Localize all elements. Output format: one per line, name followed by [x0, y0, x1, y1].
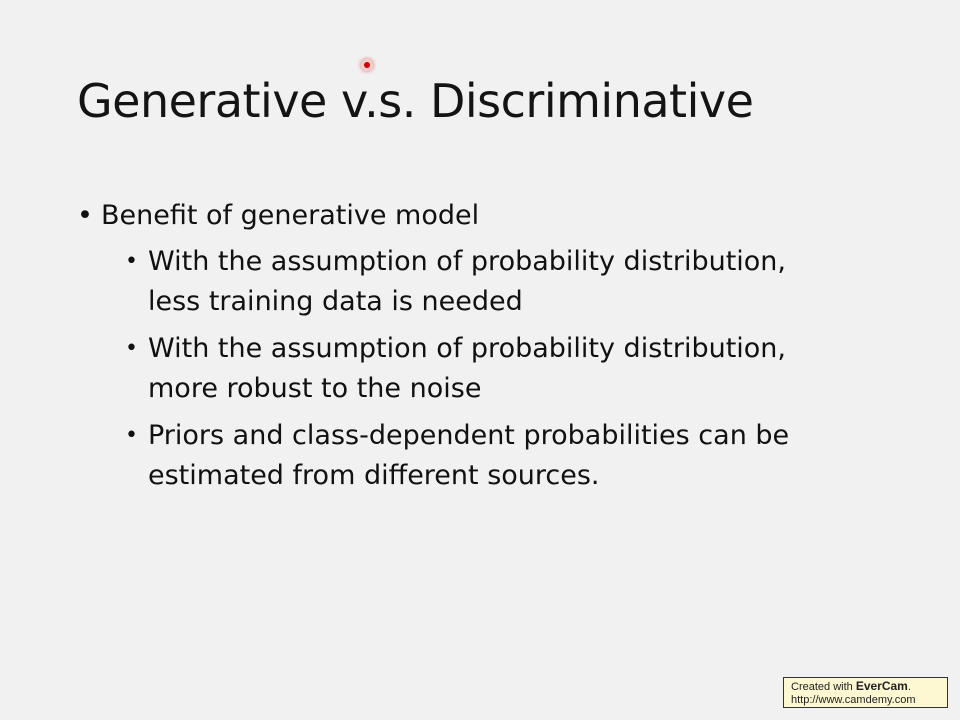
sub-bullet-line: less training data is needed — [148, 286, 523, 317]
sub-bullet-line: With the assumption of probability distr… — [148, 246, 787, 277]
sub-bullet-line: more robust to the noise — [148, 373, 482, 404]
bullet-icon: • — [125, 336, 138, 361]
bullet-icon: • — [125, 249, 138, 274]
slide-title: Generative v.s. Discriminative — [77, 74, 754, 128]
bullet-icon: • — [125, 423, 138, 448]
evercam-watermark: Created with EverCam. http://www.camdemy… — [783, 677, 948, 708]
laser-pointer-icon — [361, 59, 373, 71]
bullet-list: • Benefit of generative model • With the… — [77, 196, 917, 503]
watermark-url: http://www.camdemy.com — [791, 694, 916, 706]
sub-bullet-item: • With the assumption of probability dis… — [77, 242, 917, 322]
bullet-icon: • — [77, 200, 93, 231]
sub-bullet-line: Priors and class-dependent probabilities… — [148, 420, 790, 451]
main-bullet-item: • Benefit of generative model — [77, 196, 917, 236]
sub-bullet-line: estimated from different sources. — [148, 460, 600, 491]
watermark-credit: Created with EverCam. — [791, 680, 947, 694]
watermark-suffix: . — [907, 681, 911, 693]
sub-bullet-line: With the assumption of probability distr… — [148, 333, 787, 364]
watermark-prefix: Created with — [791, 681, 856, 693]
watermark-brand: EverCam — [855, 679, 908, 693]
sub-bullet-item: • With the assumption of probability dis… — [77, 329, 917, 409]
sub-bullet-item: • Priors and class-dependent probabiliti… — [77, 416, 917, 496]
sub-bullet-list: • With the assumption of probability dis… — [77, 242, 917, 496]
main-bullet-text: Benefit of generative model — [101, 200, 480, 231]
